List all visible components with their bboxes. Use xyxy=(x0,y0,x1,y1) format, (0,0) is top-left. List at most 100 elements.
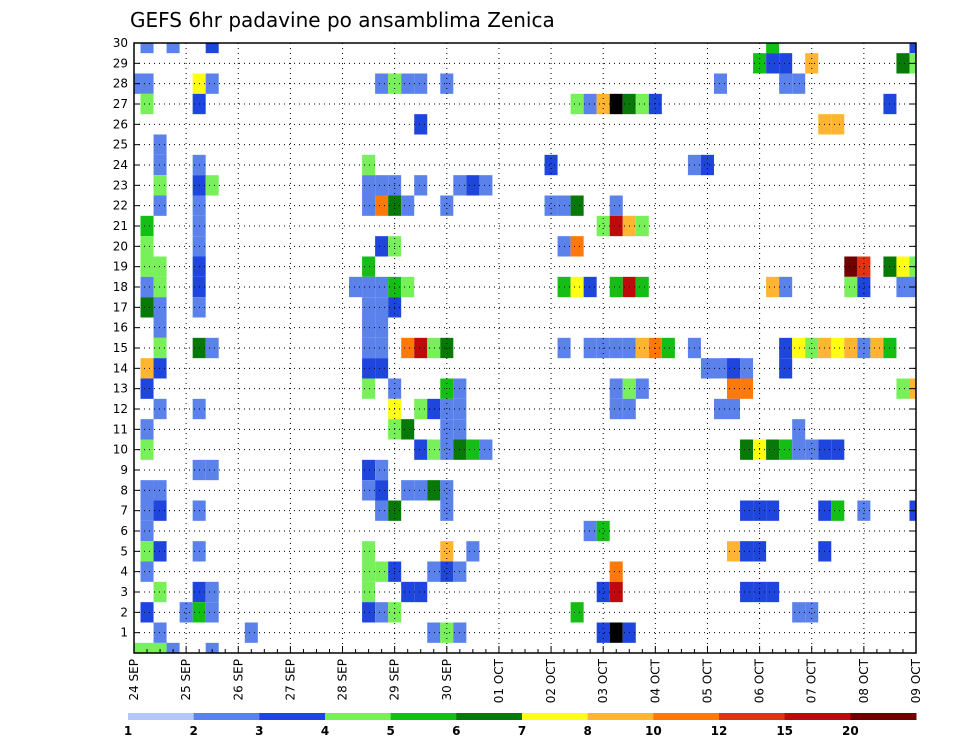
heatmap-cell xyxy=(870,337,884,359)
x-tick-label: 30 SEP xyxy=(440,659,454,701)
heatmap-cell xyxy=(153,256,167,277)
heatmap-cell xyxy=(766,581,780,603)
heatmap-cell xyxy=(401,581,415,603)
heatmap-cell xyxy=(857,276,871,298)
heatmap-cell xyxy=(596,581,610,603)
heatmap-cell xyxy=(831,337,845,359)
heatmap-cell xyxy=(166,642,180,653)
heatmap-cell xyxy=(844,337,858,359)
heatmap-cell xyxy=(401,195,415,216)
heatmap-cell xyxy=(740,378,754,399)
heatmap-cell xyxy=(766,276,780,298)
heatmap-cell xyxy=(700,154,714,176)
y-tick-label: 18 xyxy=(113,280,128,294)
heatmap-cell xyxy=(570,195,584,216)
y-tick-label: 23 xyxy=(113,178,128,192)
heatmap-cell xyxy=(362,541,376,562)
y-tick-label: 28 xyxy=(113,77,128,91)
colorbar-swatch xyxy=(587,713,654,720)
heatmap-cell xyxy=(779,358,793,379)
heatmap-cell xyxy=(635,276,649,298)
heatmap-cell xyxy=(140,378,154,399)
colorbar-swatch xyxy=(653,713,720,720)
heatmap-cell xyxy=(635,93,649,115)
heatmap-cell xyxy=(140,541,154,562)
y-tick-label: 22 xyxy=(113,199,128,213)
heatmap-cell xyxy=(375,602,389,623)
y-tick-label: 26 xyxy=(113,117,128,131)
heatmap-cell xyxy=(140,358,154,379)
colorbar-label: 8 xyxy=(583,724,591,738)
heatmap-cell xyxy=(362,337,376,359)
heatmap-cell xyxy=(375,459,389,481)
heatmap-cell xyxy=(609,622,623,643)
heatmap-cell xyxy=(414,175,428,196)
heatmap-cell xyxy=(375,561,389,582)
y-tick-label: 25 xyxy=(113,138,128,152)
y-tick-label: 17 xyxy=(113,300,128,314)
heatmap-cell xyxy=(831,114,845,135)
heatmap-cell xyxy=(179,602,193,623)
colorbar-label: 2 xyxy=(189,724,197,738)
colorbar-swatch xyxy=(850,713,917,720)
heatmap-cell xyxy=(596,622,610,643)
colorbar-swatch xyxy=(522,713,589,720)
y-tick-label: 7 xyxy=(120,504,128,518)
heatmap-cell xyxy=(766,53,780,74)
heatmap-cell xyxy=(153,134,167,155)
y-tick-label: 14 xyxy=(113,361,128,375)
heatmap-cell xyxy=(401,337,415,359)
colorbar-swatch xyxy=(719,713,786,720)
heatmap-cell xyxy=(401,276,415,298)
heatmap-cell xyxy=(727,398,741,420)
colorbar-label: 20 xyxy=(842,724,859,738)
y-tick-label: 13 xyxy=(113,382,128,396)
heatmap-cell xyxy=(375,358,389,379)
heatmap-cell xyxy=(401,480,415,501)
heatmap-cell xyxy=(140,520,154,542)
heatmap-cell xyxy=(766,500,780,521)
heatmap-cell xyxy=(362,317,376,338)
heatmap-cell xyxy=(427,622,441,643)
x-tick-label: 07 OCT xyxy=(805,658,819,703)
heatmap-cell xyxy=(362,256,376,277)
heatmap-cell xyxy=(844,256,858,277)
y-tick-label: 16 xyxy=(113,321,128,335)
heatmap-cell xyxy=(414,581,428,603)
heatmap-cell xyxy=(740,439,754,460)
heatmap-cell xyxy=(401,419,415,440)
colorbar-label: 15 xyxy=(776,724,793,738)
heatmap-cell xyxy=(205,175,219,196)
colorbar-swatch xyxy=(193,713,260,720)
heatmap-cell xyxy=(635,215,649,237)
heatmap-cell xyxy=(896,256,910,277)
heatmap-cell xyxy=(427,480,441,501)
heatmap-cell xyxy=(831,439,845,460)
x-tick-label: 24 SEP xyxy=(127,659,141,701)
heatmap-cell xyxy=(362,581,376,603)
heatmap-cell xyxy=(661,337,675,359)
x-tick-label: 01 OCT xyxy=(492,658,506,703)
heatmap-cell xyxy=(362,175,376,196)
heatmap-cell xyxy=(440,439,454,460)
y-tick-label: 4 xyxy=(120,565,128,579)
heatmap-cell xyxy=(713,73,728,94)
colorbar-label: 7 xyxy=(518,724,526,738)
heatmap-cell xyxy=(779,337,793,359)
heatmap-cell xyxy=(609,195,623,216)
colorbar-swatch xyxy=(325,713,392,720)
heatmap-cell xyxy=(153,622,167,643)
heatmap-cell xyxy=(362,195,376,216)
y-tick-label: 6 xyxy=(120,524,128,538)
chart-title: GEFS 6hr padavine po ansamblima Zenica xyxy=(130,8,555,32)
x-tick-label: 09 OCT xyxy=(909,658,923,703)
heatmap-cell xyxy=(635,337,649,359)
heatmap-cell xyxy=(205,73,219,94)
heatmap-cell xyxy=(362,378,376,399)
heatmap-cell xyxy=(205,581,219,603)
heatmap-cell xyxy=(153,581,167,603)
heatmap-cell xyxy=(153,500,167,521)
heatmap-cell xyxy=(153,480,167,501)
x-tick-label: 05 OCT xyxy=(700,658,714,703)
heatmap-cell xyxy=(740,500,754,521)
